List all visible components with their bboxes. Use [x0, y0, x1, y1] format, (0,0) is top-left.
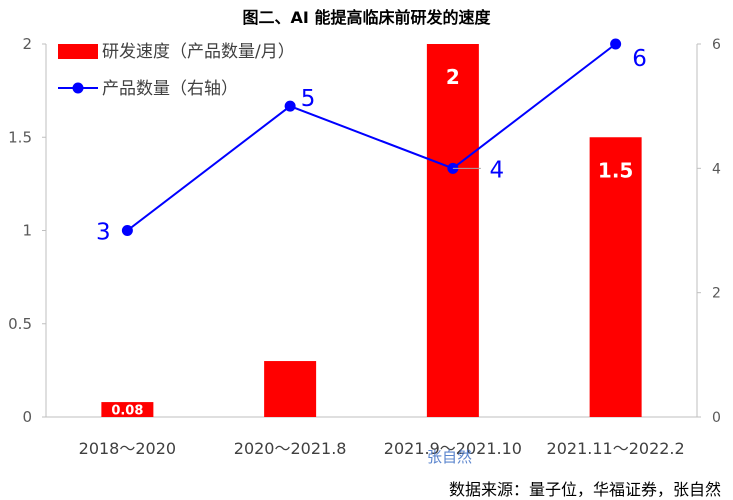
bar: [101, 402, 154, 417]
x-tick-label: 2018～2020: [79, 439, 176, 458]
right-tick-label: 2: [712, 286, 721, 302]
left-tick-label: 0: [22, 408, 32, 426]
bar-data-label: 2: [446, 65, 460, 89]
chart-title: 图二、AI 能提高临床前研发的速度: [242, 8, 491, 27]
line-point: [610, 38, 622, 50]
line-series: [126, 43, 617, 232]
line-data-label: 6: [632, 46, 647, 72]
legend-bar-label: 研发速度（产品数量/月）: [102, 42, 295, 62]
line-point: [121, 225, 133, 236]
right-tick-label: 4: [712, 161, 721, 177]
line-data-label: 3: [96, 220, 111, 246]
left-tick-label: 1: [22, 222, 32, 240]
bar-data-label: 1.5: [598, 158, 633, 182]
left-tick-label: 0.5: [8, 315, 32, 333]
right-tick-label: 0: [712, 410, 721, 426]
legend-bar-swatch: [58, 44, 98, 59]
bar: [589, 137, 642, 417]
watermark: 张自然: [427, 448, 473, 466]
bar: [264, 361, 317, 417]
x-tick-label: 2021.11～2022.2: [547, 439, 685, 458]
line-data-label: 4: [490, 157, 505, 183]
right-tick-label: 6: [712, 37, 721, 53]
source-note: 数据来源：量子位，华福证券，张自然: [448, 480, 721, 499]
line-point: [284, 100, 296, 112]
left-tick-label: 2: [22, 35, 32, 53]
bar-data-label: 0.08: [111, 404, 143, 419]
x-tick-label: 2021.9～2021.10: [384, 439, 522, 458]
bar: [426, 44, 479, 417]
line-data-label: 5: [301, 86, 316, 112]
left-tick-label: 1.5: [8, 128, 32, 146]
legend-line-marker: [72, 82, 84, 94]
legend-line-label: 产品数量（右轴）: [102, 79, 238, 99]
x-tick-label: 2020～2021.8: [234, 439, 347, 458]
